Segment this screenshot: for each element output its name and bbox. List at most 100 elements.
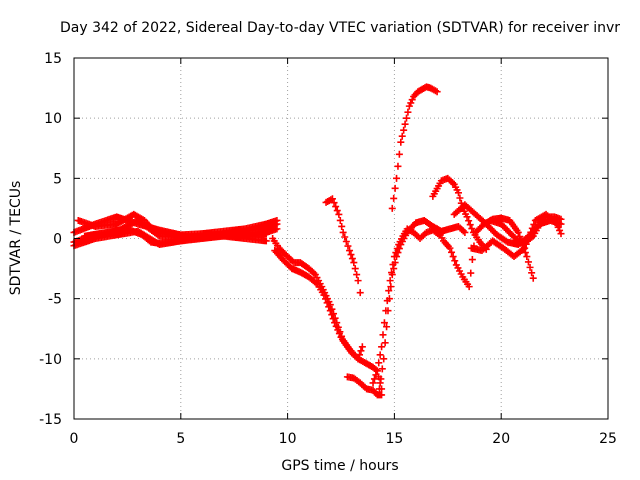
data-point bbox=[342, 238, 350, 246]
data-point bbox=[387, 283, 395, 291]
data-point bbox=[446, 244, 454, 252]
data-point bbox=[376, 351, 384, 359]
data-point bbox=[523, 253, 531, 261]
data-point bbox=[339, 228, 347, 236]
data-point bbox=[373, 367, 381, 375]
data-point bbox=[463, 213, 471, 221]
data-point bbox=[326, 307, 334, 315]
data-point bbox=[388, 271, 396, 279]
data-point bbox=[385, 295, 393, 303]
data-point bbox=[354, 355, 362, 363]
data-point bbox=[395, 245, 403, 253]
data-points bbox=[70, 83, 565, 399]
data-point bbox=[383, 323, 391, 331]
x-tick-label: 10 bbox=[279, 431, 297, 447]
data-point bbox=[465, 217, 473, 225]
y-tick-label: 10 bbox=[44, 111, 62, 127]
series-spike-12 bbox=[388, 83, 441, 212]
data-point bbox=[351, 265, 359, 273]
series-arc-17h bbox=[429, 174, 490, 253]
data-point bbox=[369, 379, 377, 387]
series-decline-2 bbox=[271, 247, 366, 363]
axis-ticks bbox=[73, 57, 609, 420]
series-arc-13h bbox=[343, 373, 386, 399]
data-point bbox=[338, 222, 346, 230]
series-arc-11h bbox=[322, 195, 364, 297]
data-point bbox=[385, 287, 393, 295]
data-point bbox=[449, 253, 457, 261]
data-point bbox=[393, 174, 401, 182]
data-point bbox=[335, 330, 343, 338]
y-tick-label: 5 bbox=[53, 171, 62, 187]
data-point bbox=[551, 219, 559, 227]
data-point bbox=[388, 204, 396, 212]
data-point bbox=[353, 271, 361, 279]
series-arc-20h bbox=[487, 213, 565, 249]
data-point bbox=[554, 223, 562, 231]
data-point bbox=[372, 371, 380, 379]
x-tick-label: 0 bbox=[70, 431, 79, 447]
data-point bbox=[395, 150, 403, 158]
data-point bbox=[329, 315, 337, 323]
data-point bbox=[528, 269, 536, 277]
y-tick-label: -5 bbox=[48, 292, 62, 308]
data-point bbox=[334, 326, 342, 334]
data-point bbox=[335, 210, 343, 218]
data-point bbox=[393, 253, 401, 261]
data-point bbox=[347, 251, 355, 259]
data-point bbox=[356, 289, 364, 297]
data-point bbox=[350, 259, 358, 267]
data-point bbox=[325, 303, 333, 311]
data-point bbox=[433, 88, 441, 96]
data-point bbox=[375, 359, 383, 367]
data-point bbox=[527, 228, 535, 236]
data-point bbox=[356, 351, 364, 359]
data-point bbox=[556, 226, 564, 234]
x-tick-label: 15 bbox=[385, 431, 403, 447]
x-tick-label: 5 bbox=[176, 431, 185, 447]
data-point bbox=[381, 339, 389, 347]
data-point bbox=[375, 385, 383, 393]
data-point bbox=[328, 195, 336, 203]
y-tick-label: -15 bbox=[39, 412, 62, 428]
data-point bbox=[333, 207, 341, 215]
data-point bbox=[312, 279, 320, 287]
data-point bbox=[357, 347, 365, 355]
data-point bbox=[328, 311, 336, 319]
data-point bbox=[529, 274, 537, 282]
data-point bbox=[346, 247, 354, 255]
data-point bbox=[390, 194, 398, 202]
data-point bbox=[391, 184, 399, 192]
data-point bbox=[526, 263, 534, 271]
data-point bbox=[468, 256, 476, 264]
data-point bbox=[380, 355, 388, 363]
data-point bbox=[390, 265, 398, 273]
data-point bbox=[524, 258, 532, 266]
data-point bbox=[341, 233, 349, 241]
data-point bbox=[405, 102, 413, 110]
data-point bbox=[322, 295, 330, 303]
series-decline bbox=[269, 235, 386, 393]
data-point bbox=[330, 199, 338, 207]
data-point bbox=[386, 277, 394, 285]
data-point bbox=[557, 215, 565, 223]
data-point bbox=[401, 120, 409, 128]
data-point bbox=[377, 375, 385, 383]
data-point bbox=[400, 126, 408, 134]
data-point bbox=[398, 132, 406, 140]
data-point bbox=[394, 162, 402, 170]
data-point bbox=[262, 230, 270, 238]
y-tick-label: 15 bbox=[44, 51, 62, 67]
data-point bbox=[320, 291, 328, 299]
data-point bbox=[454, 189, 462, 197]
data-point bbox=[394, 249, 402, 257]
data-point bbox=[336, 216, 344, 224]
data-point bbox=[466, 221, 474, 229]
data-point bbox=[404, 108, 412, 116]
data-point bbox=[461, 228, 469, 236]
data-point bbox=[323, 299, 331, 307]
data-point bbox=[408, 96, 416, 104]
data-point bbox=[456, 194, 464, 202]
data-point bbox=[528, 233, 536, 241]
